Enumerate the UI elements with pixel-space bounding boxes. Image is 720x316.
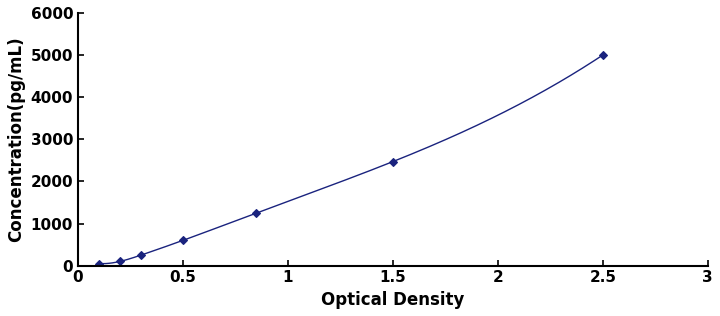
X-axis label: Optical Density: Optical Density (321, 291, 464, 309)
Y-axis label: Concentration(pg/mL): Concentration(pg/mL) (7, 36, 25, 242)
